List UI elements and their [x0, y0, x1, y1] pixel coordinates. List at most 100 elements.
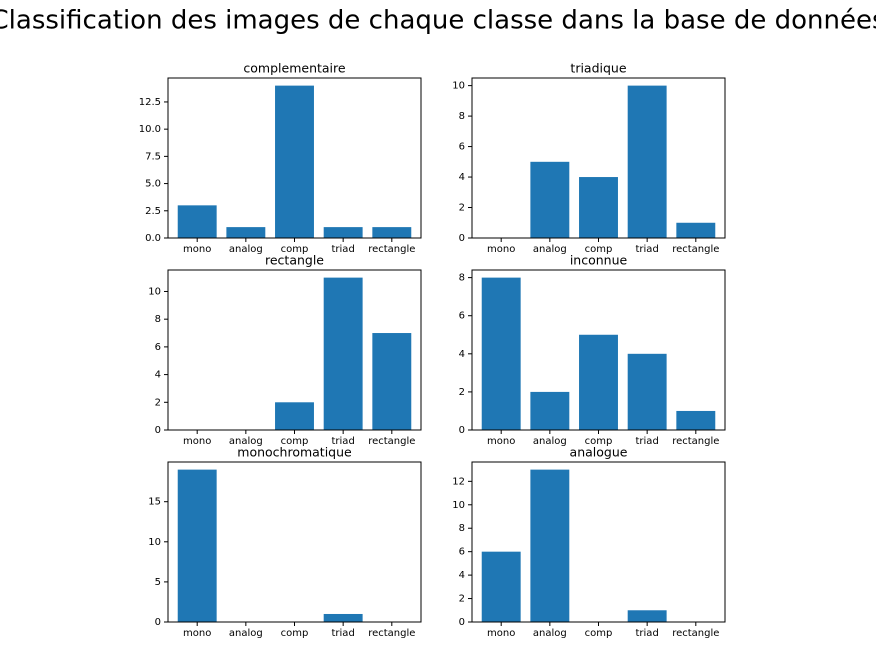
y-tick-label: 8 — [459, 273, 465, 284]
x-tick-label: comp — [281, 436, 309, 447]
subplot: mono analog comp triad rectangle 0.0 2.5 5.0 7.5… — [139, 61, 422, 255]
bar — [627, 85, 667, 238]
y-tick-label: 8 — [459, 111, 465, 122]
subplot-title: monochromatique — [237, 445, 352, 460]
bar — [323, 613, 363, 622]
x-tick-label: triad — [636, 244, 659, 255]
x-tick-label: comp — [585, 628, 613, 639]
x-tick-label: triad — [332, 436, 355, 447]
y-tick-label: 0 — [459, 425, 465, 436]
subplot-title: rectangle — [265, 253, 324, 268]
y-tick-label: 8 — [155, 314, 161, 325]
x-tick-label: mono — [487, 436, 515, 447]
figure-title: Classification des images de chaque clas… — [0, 6, 876, 36]
axes-frame — [471, 77, 726, 239]
bar — [481, 277, 521, 430]
y-tick-label: 6 — [459, 311, 465, 322]
x-tick-label: triad — [332, 244, 355, 255]
y-tick-label: 7.5 — [145, 151, 161, 162]
subplot-title: complementaire — [243, 61, 345, 76]
y-tick-label: 15 — [148, 497, 161, 508]
x-tick-label: analog — [533, 244, 567, 255]
bar — [481, 551, 521, 622]
subplot: mono analog comp triad rectangle 0 2 4 6 8 10 triad… — [452, 61, 726, 255]
y-tick-label: 0.0 — [145, 233, 161, 244]
axes-frame — [167, 461, 422, 623]
x-tick-label: comp — [585, 436, 613, 447]
y-tick-label: 6 — [459, 142, 465, 153]
subplot-title: triadique — [570, 61, 626, 76]
y-tick-label: 10 — [148, 537, 161, 548]
y-tick-label: 2 — [155, 397, 161, 408]
x-tick-label: analog — [229, 244, 263, 255]
y-tick-label: 0 — [459, 617, 465, 628]
y-tick-label: 2.5 — [145, 206, 161, 217]
bar — [579, 334, 618, 430]
x-tick-label: comp — [281, 244, 309, 255]
x-tick-label: analog — [229, 436, 263, 447]
y-tick-label: 2 — [459, 387, 465, 398]
bar — [627, 610, 667, 622]
bar — [530, 161, 570, 238]
x-tick-label: comp — [585, 244, 613, 255]
x-tick-label: mono — [183, 436, 211, 447]
x-tick-label: mono — [487, 244, 515, 255]
axes-frame — [471, 269, 726, 431]
bar — [627, 353, 667, 430]
x-tick-label: rectangle — [368, 244, 415, 255]
y-tick-label: 4 — [155, 370, 161, 381]
y-tick-label: 4 — [459, 570, 465, 581]
subplot-title: inconnue — [570, 253, 628, 268]
axes-frame — [471, 461, 726, 623]
axes-frame — [167, 269, 422, 431]
x-tick-label: rectangle — [368, 436, 415, 447]
y-tick-label: 5 — [155, 577, 161, 588]
x-tick-label: triad — [636, 628, 659, 639]
bar — [676, 222, 716, 238]
y-tick-label: 6 — [459, 547, 465, 558]
y-tick-label: 10 — [452, 81, 465, 92]
bar — [372, 333, 412, 430]
bar — [530, 469, 570, 622]
subplot: mono analog comp triad rectangle 0 5 10 15 monoch… — [148, 445, 422, 639]
y-tick-label: 6 — [155, 342, 161, 353]
y-tick-label: 0 — [459, 233, 465, 244]
y-tick-label: 2 — [459, 594, 465, 605]
x-tick-label: rectangle — [672, 628, 719, 639]
y-tick-label: 10 — [452, 500, 465, 511]
bar — [177, 205, 217, 238]
y-tick-label: 4 — [459, 172, 465, 183]
bar — [226, 227, 266, 238]
y-tick-label: 5.0 — [145, 179, 161, 190]
y-tick-label: 0 — [155, 617, 161, 628]
axes-frame — [167, 77, 422, 239]
bar — [323, 227, 363, 238]
x-tick-label: mono — [183, 628, 211, 639]
x-tick-label: comp — [281, 628, 309, 639]
x-tick-label: rectangle — [672, 244, 719, 255]
x-tick-label: analog — [533, 436, 567, 447]
y-tick-label: 10 — [148, 286, 161, 297]
bar — [579, 177, 618, 238]
x-tick-label: triad — [332, 628, 355, 639]
y-tick-label: 2 — [459, 203, 465, 214]
x-tick-label: mono — [487, 628, 515, 639]
y-tick-label: 0 — [155, 425, 161, 436]
x-tick-label: mono — [183, 244, 211, 255]
bar — [323, 277, 363, 430]
x-tick-label: triad — [636, 436, 659, 447]
bar — [676, 410, 716, 430]
x-tick-label: analog — [229, 628, 263, 639]
bar — [275, 402, 314, 430]
y-tick-label: 8 — [459, 523, 465, 534]
y-tick-label: 10.0 — [139, 124, 161, 135]
bar — [177, 469, 217, 622]
x-tick-label: rectangle — [368, 628, 415, 639]
y-tick-label: 12.5 — [139, 97, 161, 108]
subplot: mono analog comp triad rectangle 0 2 4 6 8 inconnu… — [459, 253, 726, 447]
subplot: mono analog comp triad rectangle 0 2 4 6 8 10 recta… — [148, 253, 422, 447]
subplot-title: analogue — [570, 445, 628, 460]
bar — [372, 227, 412, 238]
